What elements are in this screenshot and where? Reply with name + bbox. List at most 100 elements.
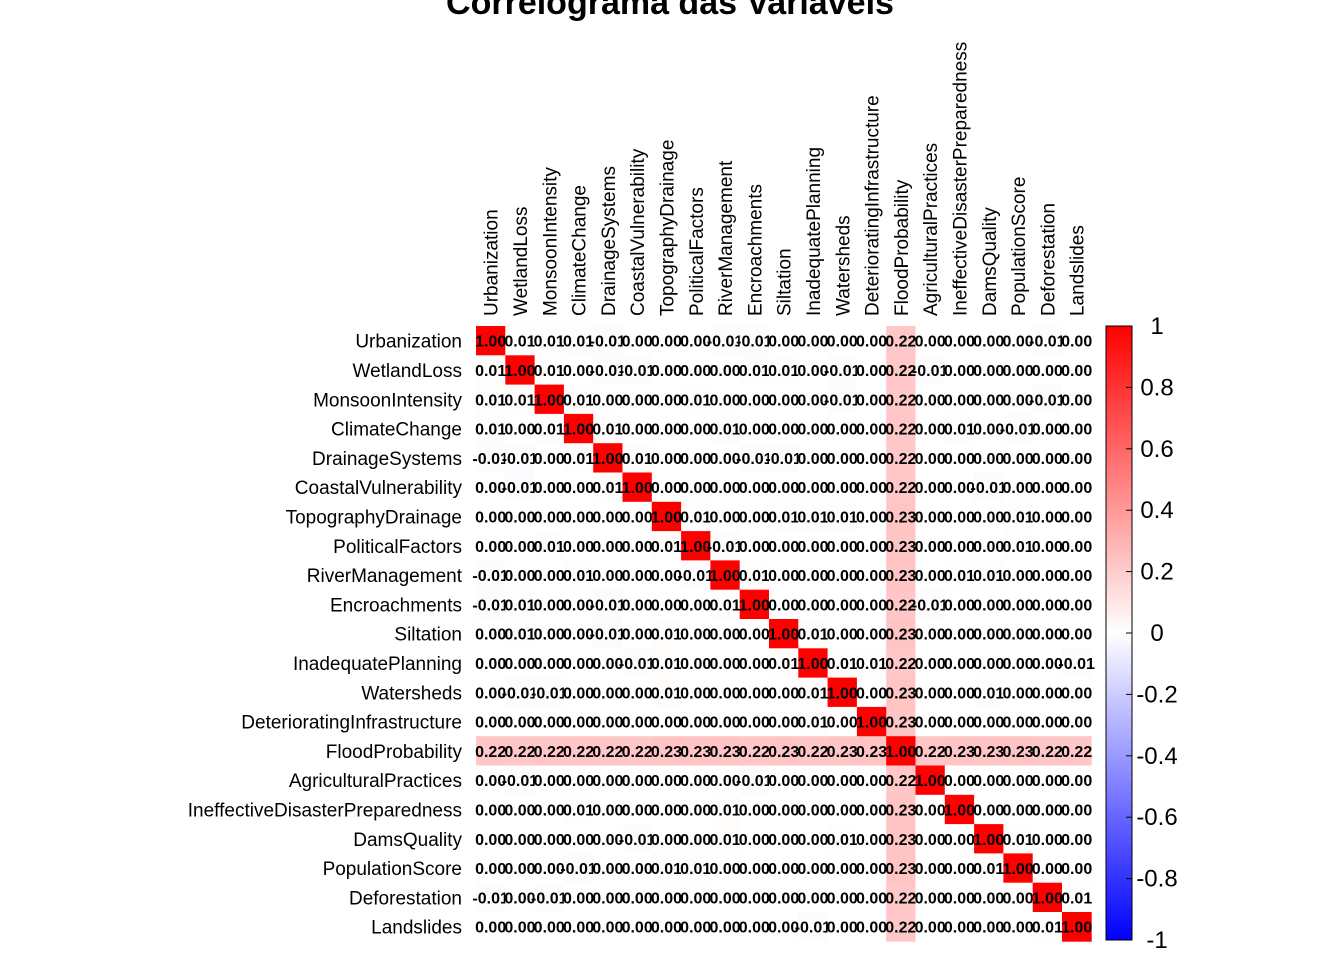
cell-15-8 [710, 765, 741, 796]
cell-14-3 [563, 736, 594, 766]
cell-value-18-9: 0.00 [739, 861, 770, 878]
cell-value-2-16: 0.00 [944, 392, 975, 409]
cell-value-0-11: 0.00 [797, 334, 828, 351]
cell-3-11 [798, 413, 828, 444]
cell-value-2-0: 0.01 [475, 392, 506, 409]
cell-10-12 [827, 619, 858, 649]
cell-value-13-1: 0.00 [504, 715, 535, 732]
cell-value-18-1: 0.00 [504, 861, 535, 878]
cell-3-10 [769, 413, 799, 444]
cell-value-3-4: 0.01 [592, 422, 623, 439]
cell-value-20-10: 0.00 [768, 920, 799, 937]
cell-17-13 [856, 824, 887, 854]
cell-value-4-2: 0.00 [534, 451, 565, 468]
cell-value-16-7: 0.00 [680, 802, 711, 819]
cell-17-6 [651, 824, 682, 854]
cell-2-11 [798, 384, 828, 415]
cell-value-9-12: 0.00 [827, 597, 858, 614]
cell-value-19-11: 0.00 [797, 890, 828, 907]
cell-value-4-17: 0.00 [973, 451, 1004, 468]
cell-value-3-7: 0.00 [680, 422, 711, 439]
cell-value-11-11: 1.00 [797, 656, 828, 673]
column-label-inadequate-planning: InadequatePlanning [804, 147, 825, 316]
cell-value-11-10: 0.01 [768, 656, 799, 673]
cell-15-20 [1062, 765, 1092, 796]
cell-6-10 [769, 501, 799, 532]
cell-value-13-7: 0.00 [680, 715, 711, 732]
row-label-encroachments: Encroachments [330, 595, 462, 616]
cell-11-0 [476, 648, 506, 678]
cell-value-4-20: 0.00 [1061, 451, 1092, 468]
cell-18-1 [505, 853, 535, 884]
cell-14-1 [505, 736, 535, 766]
cell-value-14-20: 0.22 [1061, 744, 1092, 761]
cell-8-13 [856, 560, 887, 591]
cell-value-17-6: 0.00 [651, 832, 682, 849]
cell-value-10-10: 1.00 [768, 627, 799, 644]
cell-value-18-4: 0.00 [592, 861, 623, 878]
row-labels: Urbanization WetlandLoss MonsoonIntensity C… [188, 332, 463, 939]
cell-value-8-8: 1.00 [709, 568, 740, 585]
cell-value-0-19: -0.01 [1029, 334, 1066, 351]
cell-3-19 [1032, 413, 1063, 444]
column-label-deforestation: Deforestation [1038, 203, 1059, 316]
cell-value-8-0: -0.01 [472, 568, 509, 585]
cell-7-9 [739, 531, 770, 561]
cell-value-10-14: 0.23 [885, 627, 916, 644]
cell-value-1-4: -0.01 [590, 363, 627, 380]
cell-value-14-18: 0.23 [1002, 744, 1033, 761]
cell-value-0-14: 0.22 [885, 334, 916, 351]
cell-20-1 [505, 912, 535, 942]
cell-value-9-10: 0.00 [768, 597, 799, 614]
cell-6-19 [1032, 501, 1063, 532]
cell-12-2 [534, 677, 565, 708]
cell-14-8 [710, 736, 741, 766]
cell-6-12 [827, 501, 858, 532]
cell-10-15 [915, 619, 946, 649]
cell-value-3-12: 0.00 [827, 422, 858, 439]
cell-value-9-6: 0.00 [651, 597, 682, 614]
cell-value-3-11: 0.00 [797, 422, 828, 439]
cell-value-11-7: 0.00 [680, 656, 711, 673]
cell-value-15-5: 0.00 [622, 773, 653, 790]
cell-4-18 [1003, 443, 1034, 473]
cell-8-8 [710, 560, 741, 591]
cell-12-6 [651, 677, 682, 708]
cell-value-16-8: 0.01 [709, 802, 740, 819]
cell-5-14 [886, 472, 916, 503]
cell-value-0-3: 0.01 [563, 334, 594, 351]
cell-9-2 [534, 589, 565, 620]
cell-1-20 [1062, 355, 1092, 385]
cell-6-20 [1062, 501, 1092, 532]
cell-20-2 [534, 912, 565, 942]
cell-value-12-17: 0.01 [973, 685, 1004, 702]
cell-value-19-5: 0.00 [622, 890, 653, 907]
cell-value-15-8: 0.00 [709, 773, 740, 790]
cell-9-1 [505, 589, 535, 620]
cell-9-13 [856, 589, 887, 620]
cell-1-9 [739, 355, 770, 385]
cell-value-19-13: 0.00 [856, 890, 887, 907]
cell-7-6 [651, 531, 682, 561]
cell-value-6-8: 0.00 [709, 509, 740, 526]
cell-8-7 [681, 560, 711, 591]
cell-11-6 [651, 648, 682, 678]
cell-5-8 [710, 472, 741, 503]
cell-7-18 [1003, 531, 1034, 561]
cell-value-11-13: 0.01 [856, 656, 887, 673]
cell-19-5 [622, 882, 653, 913]
cell-value-7-14: 0.23 [885, 539, 916, 556]
cell-20-14 [886, 912, 916, 942]
cell-value-1-9: 0.01 [739, 363, 770, 380]
cell-13-18 [1003, 706, 1034, 737]
cell-value-16-18: 0.00 [1002, 802, 1033, 819]
cell-value-2-10: 0.00 [768, 392, 799, 409]
cell-16-15 [915, 794, 946, 825]
cell-18-16 [944, 853, 975, 884]
cell-0-3 [563, 326, 594, 356]
cell-14-13 [856, 736, 887, 766]
cell-18-0 [476, 853, 506, 884]
cell-5-7 [681, 472, 711, 503]
cell-16-5 [622, 794, 653, 825]
cell-value-1-15: -0.01 [912, 363, 949, 380]
